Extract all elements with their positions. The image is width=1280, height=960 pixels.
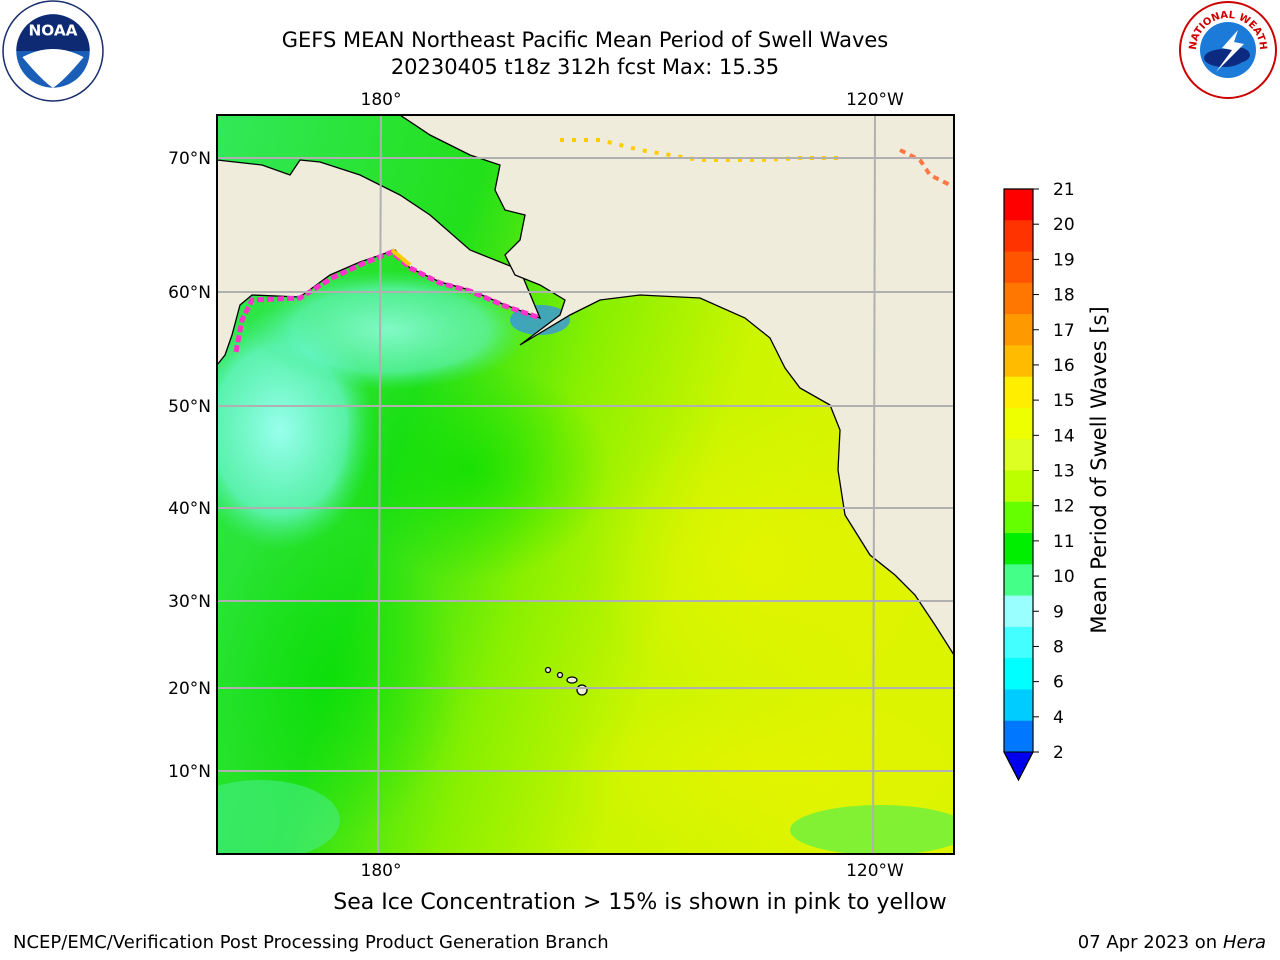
lat-label-50n: 50°N: [168, 397, 211, 417]
colorbar-tick-label: 8: [1053, 637, 1064, 657]
colorbar-segment: [1004, 720, 1033, 753]
chart-subtitle: 20230405 t18z 312h fcst Max: 15.35: [390, 55, 780, 79]
colorbar-segment: [1004, 626, 1033, 659]
colorbar-tick-label: 17: [1053, 321, 1075, 341]
noaa-logo-text: NOAA: [28, 22, 77, 40]
chart-title: GEFS MEAN Northeast Pacific Mean Period …: [281, 28, 889, 52]
colorbar-extend-arrow: [1003, 751, 1034, 782]
colorbar-tick-label: 14: [1053, 426, 1075, 446]
colorbar-segment: [1004, 533, 1033, 565]
colorbar-segment: [1004, 689, 1033, 722]
colorbar-tick-label: 20: [1053, 215, 1075, 235]
colorbar-segment: [1004, 189, 1033, 221]
colorbar: 21 20 19 18 17 16 15 14 13 12 11 10 9 8 6 4 2: [1003, 180, 1075, 782]
colorbar-segment: [1004, 314, 1033, 346]
lat-label-10n: 10°N: [168, 762, 211, 782]
colorbar-tick-label: 10: [1053, 567, 1075, 587]
colorbar-segment: [1004, 658, 1033, 690]
colorbar-tick-label: 9: [1053, 602, 1064, 622]
lat-label-40n: 40°N: [168, 499, 211, 519]
colorbar-segment: [1004, 439, 1033, 471]
lat-label-20n: 20°N: [168, 679, 211, 699]
colorbar-segment: [1004, 282, 1033, 315]
noaa-logo: NOAA: [2, 0, 104, 102]
land: [217, 115, 954, 696]
colorbar-segment: [1004, 376, 1033, 409]
map-panel: [217, 115, 954, 854]
colorbar-tick-label: 19: [1053, 250, 1075, 270]
colorbar-tick-label: 13: [1053, 462, 1075, 482]
colorbar-tick-label: 4: [1053, 708, 1064, 728]
lon-label-bottom-120w: 120°W: [846, 861, 904, 881]
colorbar-tick-label: 11: [1053, 532, 1075, 552]
colorbar-segment: [1004, 501, 1033, 534]
colorbar-tick-label: 15: [1053, 391, 1075, 411]
colorbar-segment: [1004, 251, 1033, 284]
colorbar-tick-label: 12: [1053, 497, 1075, 517]
footer-date: 07 Apr 2023 on Hera: [1078, 932, 1266, 953]
graticule: [217, 115, 954, 854]
map-frame: [216, 114, 955, 855]
footer-host: Hera: [1222, 932, 1266, 953]
colorbar-segment: [1004, 220, 1033, 253]
colorbar-tick-label: 18: [1053, 286, 1075, 306]
footer-date-text: 07 Apr 2023 on: [1077, 932, 1223, 953]
lat-label-60n: 60°N: [168, 283, 211, 303]
nws-logo: NATIONAL WEATHER SERVICE: [1178, 0, 1277, 99]
lat-label-30n: 30°N: [168, 592, 211, 612]
colorbar-frame: [1003, 188, 1034, 782]
colorbar-tick-label: 2: [1053, 743, 1064, 763]
colorbar-tick-label: 16: [1053, 356, 1075, 376]
footer-credit: NCEP/EMC/Verification Post Processing Pr…: [13, 932, 609, 953]
colorbar-tick-label: 21: [1053, 180, 1075, 200]
lon-label-top-120w: 120°W: [846, 90, 904, 110]
colorbar-segment: [1004, 564, 1033, 597]
lon-label-bottom-180: 180°: [361, 861, 402, 881]
lat-label-70n: 70°N: [168, 149, 211, 169]
colorbar-segment: [1004, 470, 1033, 503]
colorbar-segment: [1004, 407, 1033, 440]
colorbar-segment: [1004, 345, 1033, 378]
colorbar-segment: [1004, 595, 1033, 628]
sea-ice-caption: Sea Ice Concentration > 15% is shown in …: [333, 890, 947, 915]
colorbar-label: Mean Period of Swell Waves [s]: [1087, 306, 1111, 633]
lon-label-top-180: 180°: [361, 90, 402, 110]
colorbar-tick-label: 6: [1053, 673, 1064, 693]
